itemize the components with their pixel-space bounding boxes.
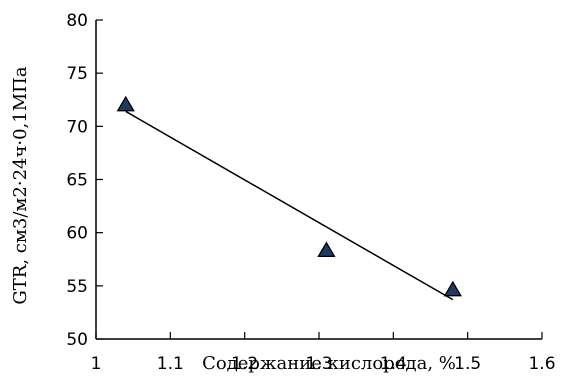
y-tick-label: 55 [66, 277, 88, 297]
plot-area: 50 55 60 65 70 75 80 1 1.1 1.2 1.3 1.4 1.5 1.6 [66, 11, 555, 374]
data-point-marker [317, 241, 336, 257]
x-tick-label: 1.3 [305, 354, 332, 374]
x-tick-label: 1.6 [528, 354, 555, 374]
data-point-marker [116, 95, 135, 112]
y-tick-label: 75 [66, 64, 88, 84]
x-tick-label: 1.5 [454, 354, 481, 374]
x-axis-title: Содержание кислорода, % [202, 353, 456, 374]
x-tick-label: 1.4 [380, 354, 407, 374]
data-point-marker [443, 280, 462, 297]
y-tick-label: 70 [66, 117, 88, 137]
x-tick-label: 1.1 [157, 354, 184, 374]
y-tick-label: 50 [66, 330, 88, 350]
y-ticks: 50 55 60 65 70 75 80 [66, 11, 103, 350]
y-tick-label: 60 [66, 224, 88, 244]
y-tick-label: 80 [66, 11, 88, 31]
y-axis-title: GTR, см3/м2·24ч·0,1МПа [10, 66, 31, 304]
x-tick-label: 1.2 [231, 354, 258, 374]
trendline [125, 110, 454, 301]
x-ticks: 1 1.1 1.2 1.3 1.4 1.5 1.6 [91, 332, 556, 374]
data-points [116, 95, 462, 297]
x-tick-label: 1 [91, 354, 102, 374]
y-tick-label: 65 [66, 171, 88, 191]
